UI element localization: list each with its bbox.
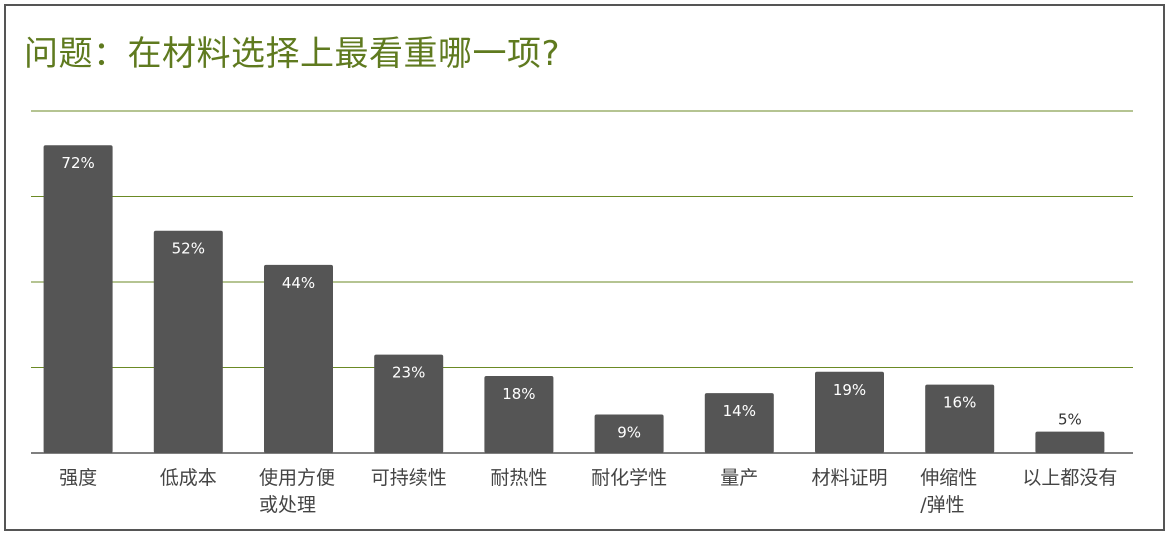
category-label-line: 使用方便 — [259, 467, 335, 489]
chart-title: 问题：在材料选择上最看重哪一项? — [24, 34, 561, 74]
category-label-line: 耐热性 — [490, 467, 547, 489]
category-label: 以上都没有 — [1022, 467, 1117, 489]
category-label-line: 可持续性 — [371, 467, 447, 489]
data-label: 19% — [833, 381, 866, 399]
category-label-line: 以上都没有 — [1022, 467, 1117, 489]
bar — [925, 384, 995, 453]
data-label: 5% — [1058, 411, 1082, 429]
category-label: 强度 — [59, 467, 97, 489]
bar — [704, 393, 774, 453]
data-label: 16% — [943, 394, 976, 412]
data-label: 9% — [617, 424, 641, 442]
category-label-line: 强度 — [59, 467, 97, 489]
data-label: 14% — [723, 402, 756, 420]
bar — [815, 371, 884, 453]
category-label: 可持续性 — [371, 467, 447, 489]
bar — [374, 354, 444, 453]
category-label: 量产 — [720, 467, 758, 489]
bar — [484, 376, 554, 453]
category-label: 耐热性 — [490, 467, 547, 489]
data-label: 72% — [61, 154, 94, 172]
category-label: 低成本 — [160, 467, 217, 489]
category-label: 材料证明 — [811, 467, 887, 489]
category-label-line: 伸缩性 — [920, 467, 977, 489]
category-label-line: /弹性 — [920, 494, 964, 516]
bar — [594, 414, 664, 453]
category-label: 伸缩性/弹性 — [920, 467, 977, 516]
bar — [1035, 431, 1105, 453]
bar — [264, 264, 333, 453]
data-label: 52% — [172, 240, 205, 258]
category-label-line: 或处理 — [259, 494, 316, 516]
category-label-line: 低成本 — [160, 467, 217, 489]
category-label-line: 耐化学性 — [591, 467, 667, 489]
data-label: 23% — [392, 364, 425, 382]
category-label-line: 量产 — [720, 467, 758, 489]
bar — [43, 145, 113, 453]
category-label-line: 材料证明 — [811, 467, 887, 489]
data-label: 44% — [282, 274, 315, 292]
data-label: 18% — [502, 385, 535, 403]
category-label: 使用方便或处理 — [259, 467, 335, 516]
bar — [153, 230, 223, 453]
category-label: 耐化学性 — [591, 467, 667, 489]
